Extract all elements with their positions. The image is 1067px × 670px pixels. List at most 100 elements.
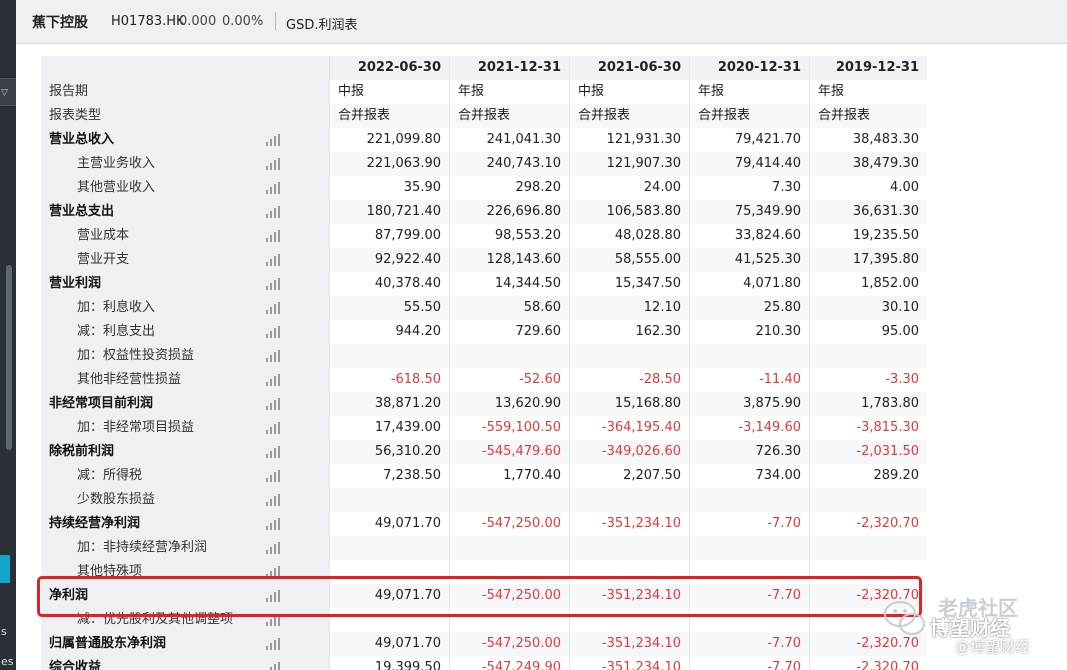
row-icon-col bbox=[289, 200, 329, 224]
table-cell: 92,922.40 bbox=[329, 248, 449, 272]
table-row[interactable]: 减：所得税 7,238.50 1,770.40 2,207.50 734.00 289.2… bbox=[41, 464, 919, 488]
table-cell: 1,852.00 bbox=[809, 272, 927, 296]
bar-chart-icon[interactable] bbox=[266, 206, 280, 218]
table-row[interactable]: 持续经营净利润 49,071.70 -547,250.00 -351,234.10 -7… bbox=[41, 512, 919, 536]
column-header[interactable]: 2021-12-31 bbox=[449, 56, 569, 80]
table-row[interactable]: 综合收益 19,399.50 -547,249.90 -351,234.10 -7.70… bbox=[41, 656, 919, 670]
table-cell: 221,099.80 bbox=[329, 128, 449, 152]
table-cell bbox=[689, 536, 809, 560]
bar-chart-icon[interactable] bbox=[266, 518, 280, 530]
bar-chart-icon[interactable] bbox=[266, 158, 280, 170]
table-cell: -2,320.70 bbox=[809, 632, 927, 656]
bar-chart-icon[interactable] bbox=[266, 542, 280, 554]
table-row[interactable]: 其他营业收入 35.90 298.20 24.00 7.30 4.00 bbox=[41, 176, 919, 200]
table-cell bbox=[689, 344, 809, 368]
table-cell: -547,250.00 bbox=[449, 584, 569, 608]
column-header[interactable]: 2021-06-30 bbox=[569, 56, 689, 80]
table-row[interactable]: 加：权益性投资损益 bbox=[41, 344, 927, 368]
row-icon-col bbox=[289, 80, 329, 104]
table-row[interactable]: 营业成本 87,799.00 98,553.20 48,028.80 33,824.60… bbox=[41, 224, 919, 248]
bar-chart-icon[interactable] bbox=[266, 326, 280, 338]
sidebar-scrollbar[interactable] bbox=[6, 265, 12, 450]
table-cell: 年报 bbox=[449, 80, 569, 104]
sidebar-dropdown[interactable] bbox=[0, 78, 16, 106]
table-cell bbox=[329, 608, 449, 632]
watermark-text: 博望财经 bbox=[930, 616, 1010, 640]
table-row[interactable]: 其他非经营性损益 -618.50 -52.60 -28.50 -11.40 -3.30 bbox=[41, 368, 919, 392]
row-label: 营业开支 bbox=[41, 248, 289, 272]
row-label: 持续经营净利润 bbox=[41, 512, 289, 536]
watermark-text: 老虎社区 bbox=[938, 596, 1018, 620]
chevron-down-icon[interactable]: ▽ bbox=[1, 88, 8, 98]
table-row[interactable]: 非经常项目前利润 38,871.20 13,620.90 15,168.80 3,875… bbox=[41, 392, 927, 416]
bar-chart-icon[interactable] bbox=[266, 614, 280, 626]
table-cell: -3,149.60 bbox=[689, 416, 809, 440]
table-cell: -3,815.30 bbox=[809, 416, 927, 440]
table-row[interactable]: 减：利息支出 944.20 729.60 162.30 210.30 95.00 bbox=[41, 320, 919, 344]
watermark-handle: @博望财经 bbox=[955, 638, 1031, 656]
table-row[interactable]: 营业开支 92,922.40 128,143.60 58,555.00 41,525.3… bbox=[41, 248, 927, 272]
row-label: 报表类型 bbox=[41, 104, 289, 128]
table-cell: -28.50 bbox=[569, 368, 689, 392]
table-row[interactable]: 营业利润 40,378.40 14,344.50 15,347.50 4,071.80 1… bbox=[41, 272, 919, 296]
table-row[interactable]: 加：非经常项目损益 17,439.00 -559,100.50 -364,195.40… bbox=[41, 416, 919, 440]
table-row[interactable]: 加：利息收入 55.50 58.60 12.10 25.80 30.10 bbox=[41, 296, 927, 320]
table-cell: 17,395.80 bbox=[809, 248, 927, 272]
bar-chart-icon[interactable] bbox=[266, 494, 280, 506]
stock-name: 蕉下控股 bbox=[32, 15, 88, 31]
table-cell bbox=[449, 344, 569, 368]
table-row[interactable]: 归属普通股东净利润 49,071.70 -547,250.00 -351,234.10… bbox=[41, 632, 927, 656]
table-row[interactable]: 报告期 中报 年报 中报 年报 年报 bbox=[41, 80, 887, 104]
bar-chart-icon[interactable] bbox=[266, 350, 280, 362]
table-cell: -618.50 bbox=[329, 368, 449, 392]
bar-chart-icon[interactable] bbox=[266, 134, 280, 146]
table-cell: -545,479.60 bbox=[449, 440, 569, 464]
column-header[interactable]: 2020-12-31 bbox=[689, 56, 809, 80]
table-cell bbox=[809, 560, 927, 584]
bar-chart-icon[interactable] bbox=[266, 662, 280, 670]
table-row[interactable]: 其他特殊项 bbox=[41, 560, 887, 584]
table-cell: -547,250.00 bbox=[449, 632, 569, 656]
bar-chart-icon[interactable] bbox=[266, 182, 280, 194]
bar-chart-icon[interactable] bbox=[266, 278, 280, 290]
stock-code: H01783.HK bbox=[111, 14, 185, 29]
sidebar-active-item[interactable] bbox=[0, 555, 10, 583]
table-row[interactable]: 主营业务收入 221,063.90 240,743.10 121,907.30 79,4… bbox=[41, 152, 927, 176]
bar-chart-icon[interactable] bbox=[266, 374, 280, 386]
table-cell: 210.30 bbox=[689, 320, 809, 344]
bar-chart-icon[interactable] bbox=[266, 470, 280, 482]
table-row[interactable]: 除税前利润 56,310.20 -545,479.60 -349,026.60 726.… bbox=[41, 440, 927, 464]
sidebar-fragment: es bbox=[1, 655, 14, 668]
bar-chart-icon[interactable] bbox=[266, 302, 280, 314]
bar-chart-icon[interactable] bbox=[266, 638, 280, 650]
table-row[interactable]: 报表类型 合并报表 合并报表 合并报表 合并报表 合并报表 bbox=[41, 104, 927, 128]
bar-chart-icon[interactable] bbox=[266, 254, 280, 266]
table-cell: 79,414.40 bbox=[689, 152, 809, 176]
table-cell: -364,195.40 bbox=[569, 416, 689, 440]
table-cell: -351,234.10 bbox=[569, 656, 689, 670]
row-icon-col bbox=[289, 368, 329, 392]
bar-chart-icon[interactable] bbox=[266, 422, 280, 434]
table-cell bbox=[329, 560, 449, 584]
table-cell: 24.00 bbox=[569, 176, 689, 200]
stock-price: 0.000 bbox=[179, 14, 217, 29]
bar-chart-icon[interactable] bbox=[266, 398, 280, 410]
table-cell: 19,235.50 bbox=[809, 224, 927, 248]
bar-chart-icon[interactable] bbox=[266, 446, 280, 458]
table-cell: 合并报表 bbox=[809, 104, 927, 128]
bar-chart-icon[interactable] bbox=[266, 230, 280, 242]
table-row[interactable]: 少数股东损益 bbox=[41, 488, 927, 512]
table-row[interactable]: 营业总收入 221,099.80 241,041.30 121,931.30 79,42… bbox=[41, 128, 919, 152]
table-cell: -7.70 bbox=[689, 584, 809, 608]
table-row[interactable]: 加：非持续经营净利润 bbox=[41, 536, 927, 560]
table-cell: -559,100.50 bbox=[449, 416, 569, 440]
table-row[interactable]: 净利润 49,071.70 -547,250.00 -351,234.10 -7.70-… bbox=[41, 584, 927, 608]
row-icon-col bbox=[289, 296, 329, 320]
table-row[interactable]: 营业总支出 180,721.40 226,696.80 106,583.80 75,34… bbox=[41, 200, 927, 224]
column-header[interactable]: 2019-12-31 bbox=[809, 56, 927, 80]
bar-chart-icon[interactable] bbox=[266, 590, 280, 602]
column-header[interactable]: 2022-06-30 bbox=[329, 56, 449, 80]
table-cell: -547,249.90 bbox=[449, 656, 569, 670]
table-cell: 4.00 bbox=[809, 176, 927, 200]
table-cell bbox=[329, 344, 449, 368]
